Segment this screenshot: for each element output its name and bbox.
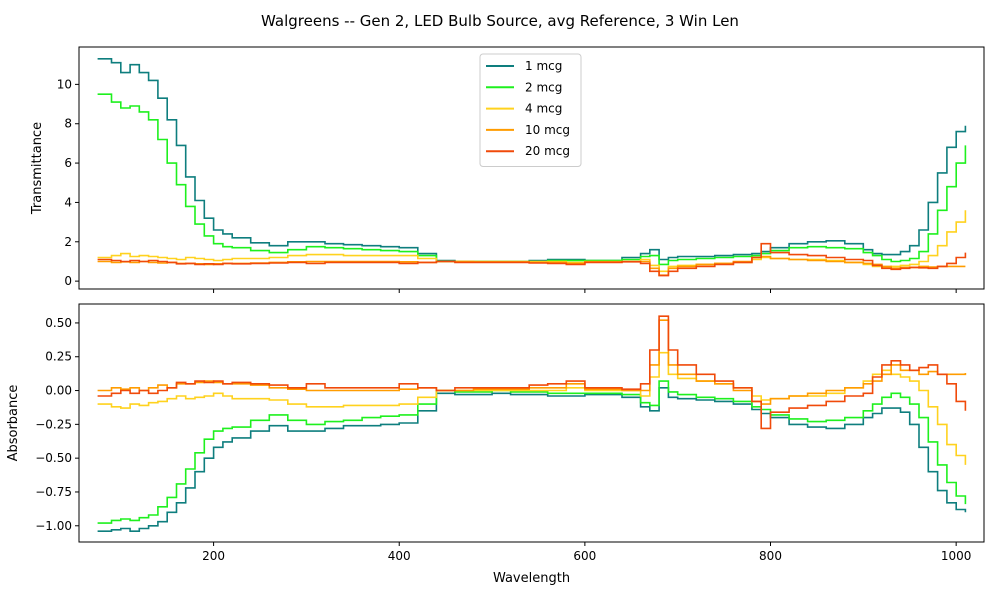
legend-label: 4 mcg [525, 102, 562, 116]
y-tick-label: 6 [64, 156, 72, 170]
series-line-20-mcg [97, 242, 967, 277]
legend: 1 mcg 2 mcg 4 mcg 10 mcg 20 mcg [479, 53, 582, 167]
y-tick-label: 0.25 [45, 350, 72, 364]
x-tick-label: 600 [573, 549, 596, 563]
y-tick-label: 4 [64, 195, 72, 209]
transmittance-axes: 0 2 4 6 8 10 Transmittance 1 mcg 2 mcg 4 mcg 10 mc… [30, 46, 985, 293]
y-tick-label: −0.75 [35, 485, 72, 499]
x-tick-label: 400 [388, 549, 411, 563]
legend-label: 2 mcg [525, 80, 562, 94]
plot-frame [78, 46, 985, 290]
series-line-2-mcg [97, 93, 967, 266]
y-axis-label: Absorbance [6, 385, 21, 462]
y-tick-label: 0.50 [45, 316, 72, 330]
y-tick-label: 10 [57, 77, 72, 91]
y-tick-label: 0.00 [45, 384, 72, 398]
y-tick-label: 2 [64, 235, 72, 249]
x-tick-label: 1000 [941, 549, 972, 563]
x-axis-label: Wavelength [493, 571, 570, 586]
figure-title: Walgreens -- Gen 2, LED Bulb Source, avg… [261, 12, 739, 30]
y-tick-label: 0 [64, 274, 72, 288]
y-tick-label: −0.50 [35, 451, 72, 465]
y-tick-label: −1.00 [35, 519, 72, 533]
absorbance-axes: 200 400 600 800 1000 −1.00 −0.75 −0.50 −0.25 0.00… [6, 303, 985, 586]
series-line-2-mcg [97, 380, 967, 524]
legend-label: 10 mcg [525, 123, 570, 137]
y-tick-label: −0.25 [35, 417, 72, 431]
x-tick-label: 200 [202, 549, 225, 563]
series-line-4-mcg [97, 351, 967, 465]
legend-label: 1 mcg [525, 59, 562, 73]
y-tick-label: 8 [64, 117, 72, 131]
series-line-20-mcg [97, 315, 967, 430]
series-line-1-mcg [97, 387, 967, 532]
plot-frame [78, 303, 985, 543]
legend-box [479, 53, 582, 167]
y-axis-label: Transmittance [30, 122, 45, 215]
x-tick-label: 800 [759, 549, 782, 563]
legend-label: 20 mcg [525, 144, 570, 158]
